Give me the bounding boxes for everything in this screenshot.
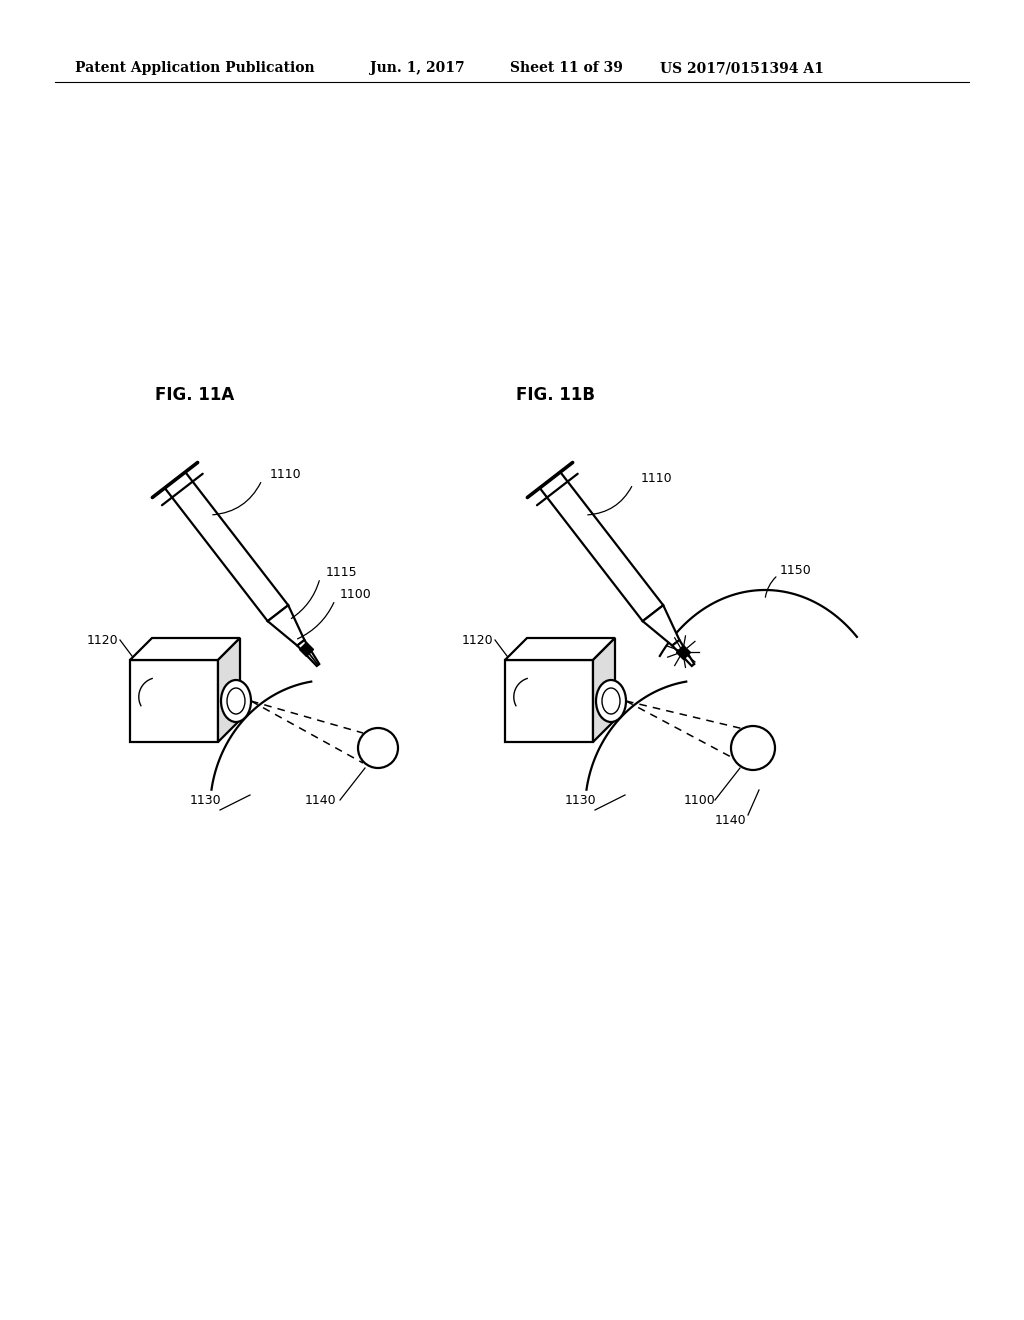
- Polygon shape: [218, 638, 240, 742]
- Ellipse shape: [227, 688, 245, 714]
- Polygon shape: [505, 638, 615, 660]
- Bar: [505, 660, 593, 742]
- Text: 1110: 1110: [270, 469, 302, 482]
- Ellipse shape: [221, 680, 251, 722]
- Circle shape: [358, 729, 398, 768]
- Polygon shape: [593, 638, 615, 742]
- Text: FIG. 11A: FIG. 11A: [156, 385, 234, 404]
- Polygon shape: [130, 638, 240, 660]
- Text: 1130: 1130: [189, 793, 221, 807]
- Text: 1130: 1130: [564, 793, 596, 807]
- Text: 1120: 1120: [462, 634, 493, 647]
- Text: 1115: 1115: [326, 565, 357, 578]
- Text: 1100: 1100: [684, 793, 716, 807]
- Circle shape: [731, 726, 775, 770]
- Polygon shape: [267, 606, 304, 645]
- Ellipse shape: [602, 688, 620, 714]
- Text: 1120: 1120: [86, 634, 118, 647]
- Text: Patent Application Publication: Patent Application Publication: [75, 61, 314, 75]
- Text: 1110: 1110: [641, 471, 673, 484]
- Polygon shape: [643, 606, 680, 645]
- Polygon shape: [165, 473, 288, 622]
- Text: Jun. 1, 2017: Jun. 1, 2017: [370, 61, 465, 75]
- Polygon shape: [297, 640, 319, 667]
- Text: 1140: 1140: [714, 813, 745, 826]
- Text: 1150: 1150: [780, 564, 812, 577]
- Bar: [130, 660, 218, 742]
- Text: US 2017/0151394 A1: US 2017/0151394 A1: [660, 61, 824, 75]
- Polygon shape: [540, 473, 664, 622]
- Polygon shape: [672, 640, 694, 667]
- Text: FIG. 11B: FIG. 11B: [515, 385, 595, 404]
- Text: Sheet 11 of 39: Sheet 11 of 39: [510, 61, 623, 75]
- Ellipse shape: [596, 680, 626, 722]
- Text: 1100: 1100: [340, 589, 372, 602]
- Text: 1140: 1140: [304, 793, 336, 807]
